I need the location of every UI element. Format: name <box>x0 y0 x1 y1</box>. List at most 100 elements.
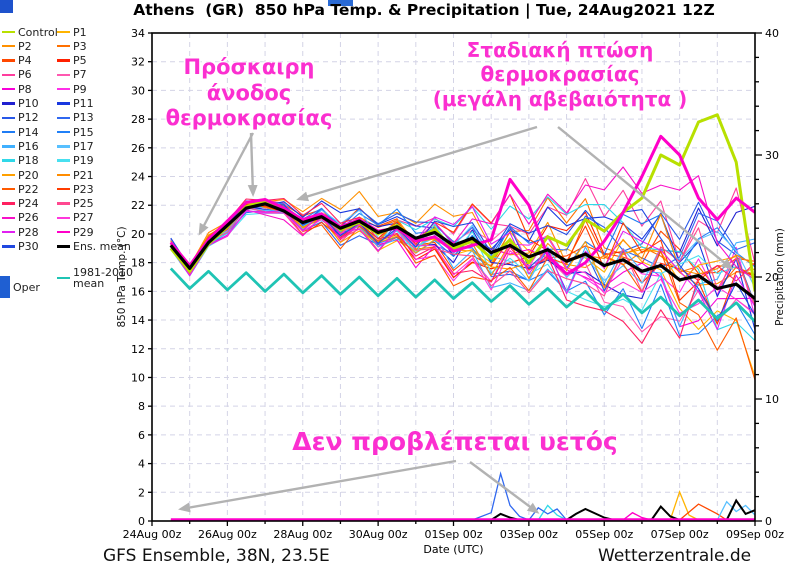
annotation-arrows <box>178 125 734 514</box>
legend-label: P18 <box>18 154 39 168</box>
legend-swatch-icon <box>57 276 70 280</box>
legend-label: P9 <box>73 82 87 96</box>
legend-label: P3 <box>73 39 87 53</box>
legend-item-Ens-mean: Ens. mean <box>57 241 131 253</box>
legend-item-P11: P11 <box>57 98 94 110</box>
svg-text:14: 14 <box>131 314 145 327</box>
legend-label: 1981-2010 mean <box>73 266 133 290</box>
legend-label: P27 <box>73 211 94 225</box>
svg-text:26Aug 00z: 26Aug 00z <box>198 528 257 541</box>
legend-label: P15 <box>73 125 94 139</box>
svg-text:0: 0 <box>138 515 145 528</box>
svg-text:10: 10 <box>131 371 145 384</box>
legend-label: P5 <box>73 54 87 68</box>
annotation-line: Σταδιακή πτώση <box>466 38 654 62</box>
legend-label: P13 <box>73 111 94 125</box>
browser-artifact-square <box>0 0 13 13</box>
legend-label: P2 <box>18 39 32 53</box>
svg-text:05Sep 00z: 05Sep 00z <box>575 528 633 541</box>
svg-text:6: 6 <box>138 429 145 442</box>
legend-item-P28: P28 <box>2 226 39 238</box>
legend-swatch-icon <box>57 59 70 62</box>
legend-label: P7 <box>73 68 87 82</box>
svg-text:22: 22 <box>131 199 145 212</box>
legend-swatch-icon <box>57 45 70 48</box>
legend-label: P21 <box>73 168 94 182</box>
legend-swatch-icon <box>2 102 15 105</box>
svg-text:8: 8 <box>138 400 145 413</box>
legend-label: P4 <box>18 54 32 68</box>
legend-label: P29 <box>73 225 94 239</box>
legend-swatch-icon <box>57 202 70 205</box>
svg-text:16: 16 <box>131 285 145 298</box>
svg-text:30: 30 <box>765 149 779 162</box>
svg-text:0: 0 <box>765 515 772 528</box>
svg-text:28Aug 00z: 28Aug 00z <box>273 528 332 541</box>
ensemble-member-lines <box>169 113 755 381</box>
svg-text:09Sep 00z: 09Sep 00z <box>726 528 784 541</box>
legend-swatch-icon <box>57 245 70 248</box>
legend-swatch-icon <box>57 188 70 191</box>
legend-item-P17: P17 <box>57 140 94 152</box>
legend-swatch-icon <box>2 145 15 148</box>
legend-label: P10 <box>18 97 39 110</box>
legend-item-1981-2010-mean: 1981-2010 mean <box>57 267 135 289</box>
annotation-line: θερμοκρασίας <box>165 106 333 131</box>
svg-text:2: 2 <box>138 486 145 499</box>
legend-item-P25: P25 <box>57 198 94 210</box>
legend-label: P1 <box>73 25 87 39</box>
legend-swatch-icon <box>2 45 15 48</box>
legend-label: P6 <box>18 68 32 82</box>
legend-label: P14 <box>18 125 39 139</box>
legend-label: P17 <box>73 139 94 153</box>
legend-item-P30: P30 <box>2 241 39 253</box>
legend-label: Control <box>18 25 58 39</box>
svg-text:30Aug 00z: 30Aug 00z <box>349 528 408 541</box>
legend-label: P24 <box>18 197 39 211</box>
legend-item-P26: P26 <box>2 212 39 224</box>
legend-swatch-icon <box>2 245 15 248</box>
svg-text:26: 26 <box>131 142 145 155</box>
legend-item-P27: P27 <box>57 212 94 224</box>
browser-artifact-bar <box>328 0 353 6</box>
legend-item-P4: P4 <box>2 55 32 67</box>
annotation-line: (μεγάλη αβεβαιότητα ) <box>432 86 688 111</box>
y-axis-label-right: Precipitation (mm) <box>774 228 786 326</box>
legend-swatch-icon <box>57 116 70 119</box>
legend-item-P22: P22 <box>2 183 39 195</box>
svg-text:10: 10 <box>765 393 779 406</box>
legend-item-P1: P1 <box>57 26 87 38</box>
legend-item-P23: P23 <box>57 183 94 195</box>
svg-text:30: 30 <box>131 84 145 97</box>
legend-swatch-icon <box>2 130 15 134</box>
svg-text:07Sep 00z: 07Sep 00z <box>651 528 709 541</box>
annotation-line: Πρόσκαιρη <box>183 55 315 79</box>
axes: 0246810121416182022242628303234010203040… <box>123 27 785 556</box>
legend-swatch-icon <box>57 216 70 220</box>
legend-label: P12 <box>18 111 39 125</box>
legend-swatch-icon <box>2 202 15 205</box>
legend-swatch-icon <box>2 87 15 91</box>
legend-label: Ens. mean <box>73 240 131 253</box>
oper-swatch-icon <box>0 276 10 298</box>
annotation-no-precip: Δεν προβλέπεται υετός <box>292 427 618 458</box>
legend-label: P23 <box>73 182 94 196</box>
legend-swatch-icon <box>2 173 15 177</box>
svg-text:20: 20 <box>765 271 779 284</box>
legend-item-P13: P13 <box>57 112 94 124</box>
legend-swatch-icon <box>2 59 15 62</box>
svg-text:4: 4 <box>138 458 145 471</box>
legend-item-P15: P15 <box>57 126 94 138</box>
legend-label: P22 <box>18 182 39 196</box>
legend-label: P20 <box>18 168 39 182</box>
legend-item-P10: P10 <box>2 98 39 110</box>
legend-swatch-icon <box>57 87 70 91</box>
legend-swatch-icon <box>2 216 15 220</box>
site-credit: Wetterzentrale.de <box>598 546 752 566</box>
legend-item-P21: P21 <box>57 169 94 181</box>
precipitation-traces <box>170 471 755 521</box>
legend-swatch-icon <box>2 188 15 191</box>
legend-swatch-icon <box>57 230 70 234</box>
svg-text:32: 32 <box>131 56 145 69</box>
